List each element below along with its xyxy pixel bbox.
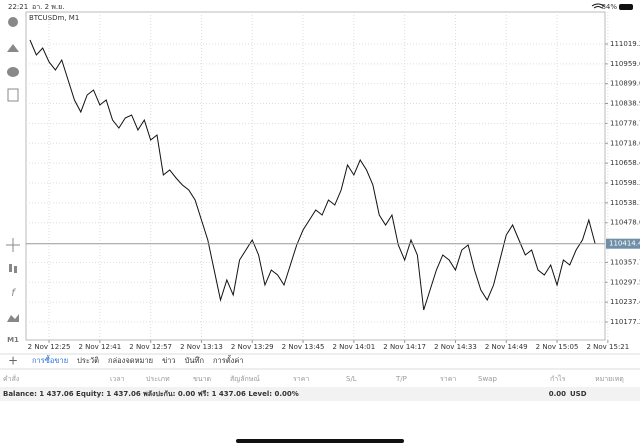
battery-icon <box>619 4 633 10</box>
y-tick-label: 111019.20 <box>610 40 640 48</box>
y-tick-label: 110478.00 <box>610 219 640 227</box>
y-tick-label: 110177.25 <box>610 318 640 326</box>
candle-icon[interactable] <box>14 266 17 273</box>
column-header: T/P <box>395 375 407 383</box>
objects-icon[interactable] <box>7 314 19 322</box>
y-tick-label: 110838.90 <box>610 100 640 108</box>
y-tick-label: 110357.70 <box>610 258 640 266</box>
column-header: กำไร <box>550 374 566 383</box>
x-tick-label: 2 Nov 12:57 <box>129 343 172 351</box>
tab[interactable]: ข่าว <box>162 356 176 365</box>
column-header: ราคา <box>293 375 309 383</box>
tab[interactable]: กล่องจดหมาย <box>108 356 153 365</box>
x-tick-label: 2 Nov 13:13 <box>180 343 223 351</box>
chart: 111019.20 110959.05 110899.01 110838.90 1107… <box>26 12 640 351</box>
x-tick-label: 2 Nov 15:05 <box>536 343 579 351</box>
y-tick-label: 110237.40 <box>610 298 640 306</box>
column-header: S/L <box>346 375 357 383</box>
x-tick-label: 2 Nov 14:17 <box>383 343 426 351</box>
y-tick-label: 110598.30 <box>610 179 640 187</box>
currency: USD <box>570 390 587 398</box>
current-price-label: 110414.40 <box>609 240 640 248</box>
new-order-icon[interactable] <box>7 88 19 102</box>
home-indicator <box>236 439 404 443</box>
column-header: สัญลักษณ์ <box>230 375 260 383</box>
x-tick-label: 2 Nov 14:49 <box>485 343 528 351</box>
x-tick-label: 2 Nov 14:33 <box>434 343 477 351</box>
status-date: อา. 2 พ.ย. <box>32 3 64 11</box>
chart-frame <box>25 11 606 341</box>
x-tick-label: 2 Nov 15:21 <box>586 343 629 351</box>
tabs: การซื้อขาย ประวัติ กล่องจดหมาย ข่าว บันทึก กา… <box>32 355 244 365</box>
x-tick-label: 2 Nov 12:41 <box>78 343 121 351</box>
timeframe[interactable]: M1 <box>7 336 19 344</box>
chat-icon[interactable] <box>7 67 19 77</box>
tab[interactable]: การตั้งค่า <box>213 355 244 365</box>
y-tick-label: 110899.01 <box>610 80 640 88</box>
wifi-icon <box>591 3 605 9</box>
x-tick-label: 2 Nov 14:01 <box>332 343 375 351</box>
tab[interactable]: การซื้อขาย <box>32 355 68 365</box>
candle-icon[interactable] <box>9 264 12 272</box>
status-battery: 84% <box>601 3 617 11</box>
y-tick-label: 110297.55 <box>610 278 640 286</box>
x-tick-label: 2 Nov 12:25 <box>28 343 71 351</box>
y-tick-label: 110538.15 <box>610 199 640 207</box>
column-header: Swap <box>478 375 497 383</box>
x-tick-label: 2 Nov 13:45 <box>282 343 325 351</box>
table-header: คำสั่ง เวลา ประเภท ขนาด สัญลักษณ์ ราคา S/L T/P ร… <box>3 374 624 383</box>
column-header: หมายเหตุ <box>595 375 624 383</box>
column-header: ขนาด <box>193 375 211 383</box>
profit: 0.00 <box>549 390 566 398</box>
balance-bar <box>0 387 640 401</box>
column-header: คำสั่ง <box>3 374 19 383</box>
indicator-icon[interactable]: f <box>11 288 16 299</box>
trade-icon[interactable] <box>7 44 19 52</box>
add-button[interactable]: + <box>8 354 18 368</box>
price-line <box>29 39 596 311</box>
account-icon[interactable] <box>8 17 18 27</box>
status-time: 22:21 <box>8 3 28 11</box>
column-header: ประเภท <box>146 375 170 383</box>
column-header: เวลา <box>110 375 125 383</box>
y-tick-label: 110718.60 <box>610 139 640 147</box>
crosshair-icon[interactable] <box>6 238 20 252</box>
y-tick-label: 110959.05 <box>610 60 640 68</box>
left-toolbar: f <box>6 17 20 322</box>
x-tick-label: 2 Nov 13:29 <box>231 343 274 351</box>
y-tick-label: 110778.75 <box>610 119 640 127</box>
current-price-box <box>606 238 640 249</box>
column-header: ราคา <box>440 375 456 383</box>
balance-summary: Balance: 1 437.06 Equity: 1 437.06 พลังป… <box>3 390 299 398</box>
tab[interactable]: บันทึก <box>185 356 204 365</box>
chart-title: BTCUSDm, M1 <box>29 14 79 22</box>
y-tick-label: 110658.45 <box>610 159 640 167</box>
tab[interactable]: ประวัติ <box>77 356 99 365</box>
